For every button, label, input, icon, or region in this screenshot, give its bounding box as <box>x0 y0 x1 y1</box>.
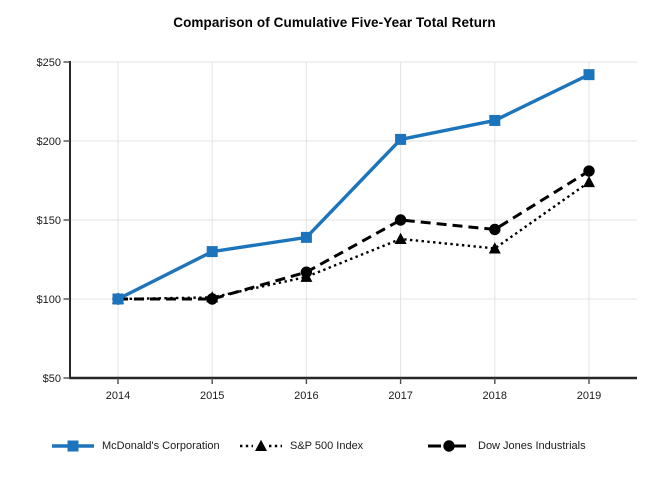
marker-circle-dow-jones-industrials <box>206 293 218 305</box>
x-tick-label: 2015 <box>200 390 224 402</box>
marker-circle-dow-jones-industrials <box>394 214 407 226</box>
marker-square-mcdonald-s-corporation <box>206 246 218 258</box>
legend-swatch-circle-icon <box>428 440 470 452</box>
marker-triangle-s-p-500-index <box>488 242 501 254</box>
series-line-dow-jones-industrials <box>118 169 590 301</box>
marker-square-mcdonald-s-corporation <box>300 231 312 243</box>
legend-label-dow-jones-industrials: Dow Jones Industrials <box>478 440 586 452</box>
legend-label-mcdonalds-corporation: McDonald's Corporation <box>102 440 220 452</box>
chart-title: Comparison of Cumulative Five-Year Total… <box>173 15 496 30</box>
legend-item-sp-500-index: S&P 500 Index <box>240 437 363 455</box>
legend-swatch-triangle-icon <box>240 439 282 451</box>
chart-plot-area: $50 $100 $150 $200 $250 2014 2015 2016 2017 2018 2… <box>37 57 637 402</box>
legend-marker-square <box>67 440 79 452</box>
y-tick-label: $50 <box>43 373 61 385</box>
legend-marker-circle <box>443 440 455 452</box>
legend-item-dow-jones-industrials: Dow Jones Industrials <box>428 437 586 455</box>
marker-square-mcdonald-s-corporation <box>395 133 407 145</box>
marker-circle-dow-jones-industrials <box>300 266 313 278</box>
y-tick-label: $200 <box>37 136 61 148</box>
marker-circle-dow-jones-industrials <box>489 223 501 236</box>
legend-marker-triangle <box>255 439 267 451</box>
y-tick-label: $150 <box>37 215 61 227</box>
series-line-s-p-500-index <box>117 181 590 301</box>
x-tick-label: 2017 <box>388 390 412 402</box>
legend-item-mcdonalds-corporation: McDonald's Corporation <box>52 437 220 455</box>
y-tick-label: $250 <box>37 57 61 69</box>
marker-square-mcdonald-s-corporation <box>112 293 124 305</box>
marker-square-mcdonald-s-corporation <box>583 69 595 81</box>
series-line-mcdonald-s-corporation <box>117 73 590 301</box>
y-tick-label: $100 <box>37 294 61 306</box>
legend-swatch-square-icon <box>52 440 94 452</box>
x-tick-label: 2018 <box>483 390 507 402</box>
marker-square-mcdonald-s-corporation <box>489 114 501 126</box>
x-tick-label: 2014 <box>106 390 130 402</box>
x-tick-label: 2019 <box>577 390 601 402</box>
marker-triangle-s-p-500-index <box>394 232 407 244</box>
marker-triangle-s-p-500-index <box>583 175 595 188</box>
legend-label-sp-500-index: S&P 500 Index <box>290 440 364 452</box>
marker-circle-dow-jones-industrials <box>583 165 595 177</box>
x-tick-label: 2016 <box>294 390 318 402</box>
